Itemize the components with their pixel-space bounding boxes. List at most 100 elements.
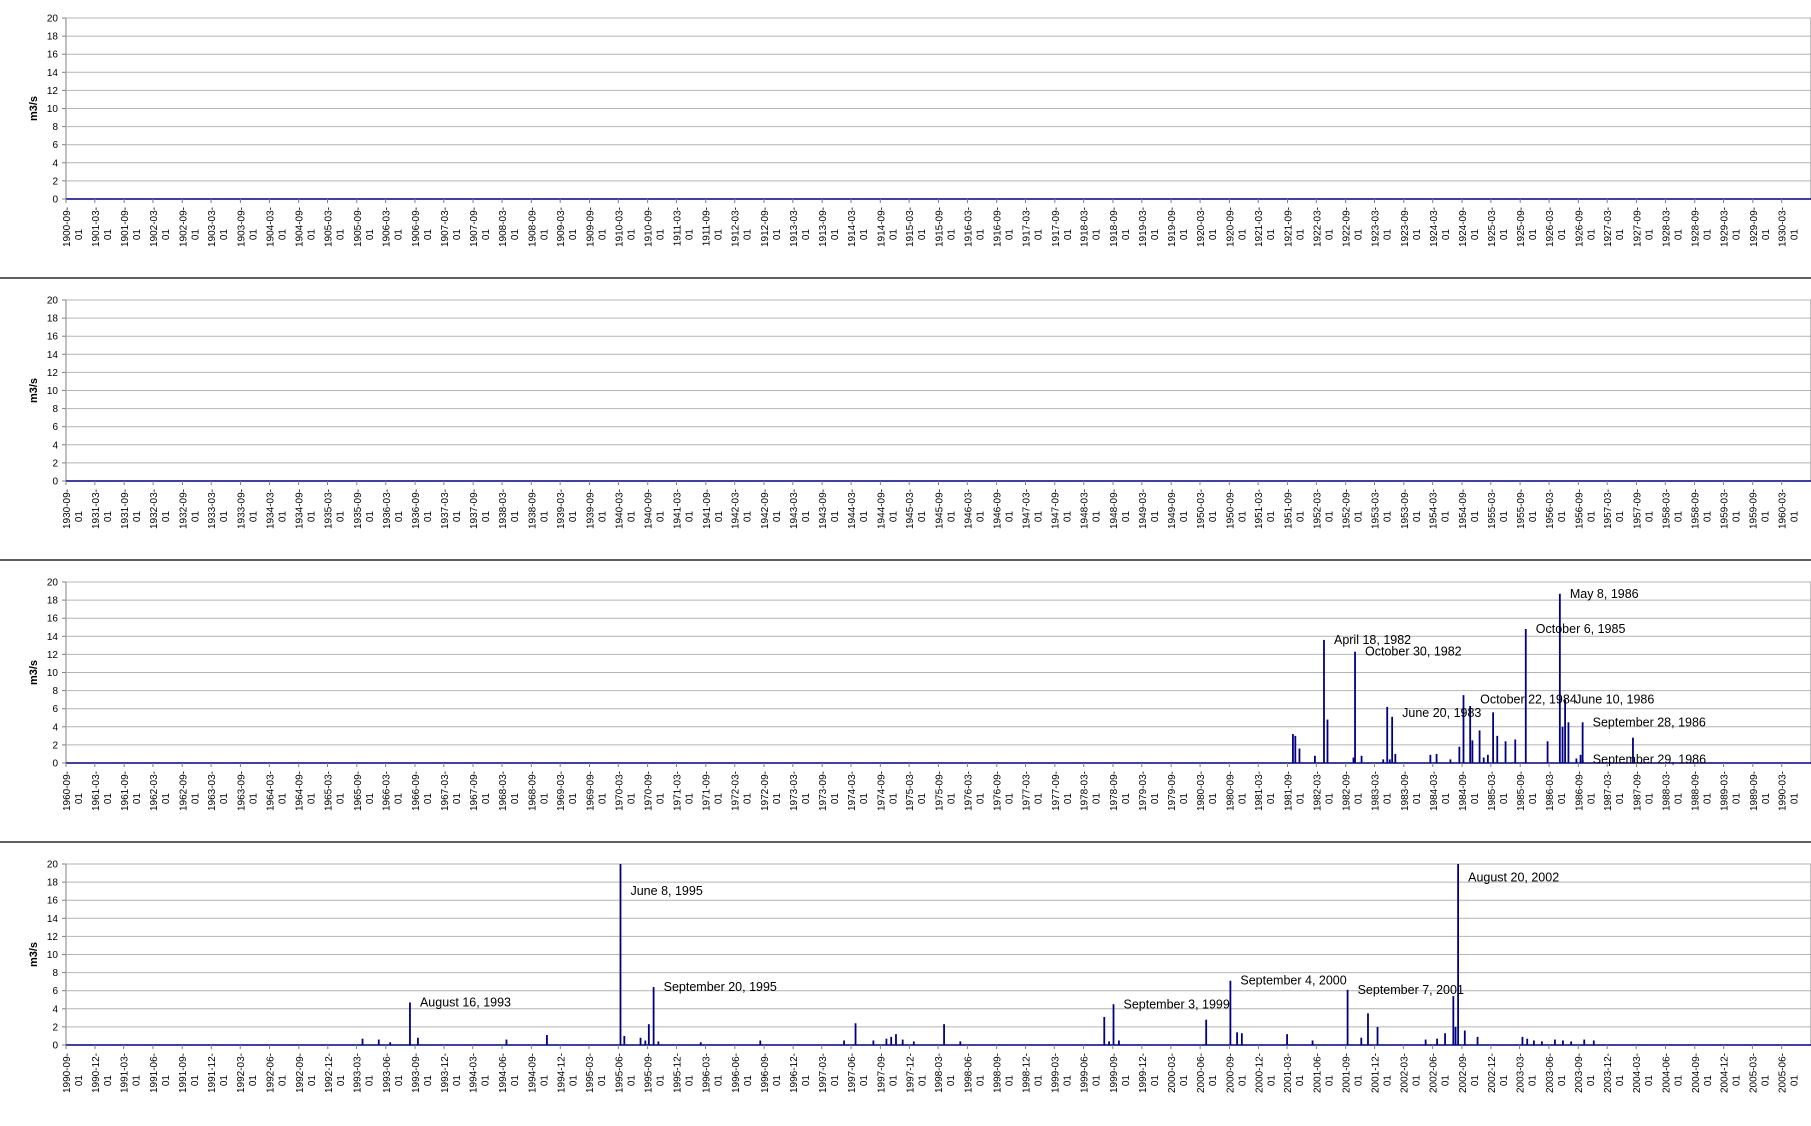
x-tick-label: 1904-03-01 xyxy=(265,207,288,247)
x-tick-label: 1924-03-01 xyxy=(1429,207,1452,247)
y-tick-label: 20 xyxy=(47,296,59,307)
x-tick-label: 1983-09-01 xyxy=(1400,771,1423,811)
y-tick-label: 18 xyxy=(47,878,59,889)
x-tick-label: 1961-03-01 xyxy=(91,771,114,811)
x-tick-label: 1910-03-01 xyxy=(614,207,637,247)
x-tick-label: 1999-06-01 xyxy=(1080,1053,1103,1093)
x-tick-label: 1938-09-01 xyxy=(527,489,550,529)
x-tick-label: 1903-03-01 xyxy=(207,207,230,247)
x-tick-label: 1937-09-01 xyxy=(469,489,492,529)
x-tick-label: 1907-03-01 xyxy=(440,207,463,247)
x-tick-label: 1979-03-01 xyxy=(1138,771,1161,811)
x-tick-label: 1970-09-01 xyxy=(644,771,667,811)
y-axis-label: m3/s xyxy=(28,942,40,967)
x-tick-label: 1930-09-01 xyxy=(62,489,85,529)
peak-annotation: August 16, 1993 xyxy=(420,995,511,1009)
x-tick-label: 1955-09-01 xyxy=(1516,489,1539,529)
x-tick-label: 1991-09-01 xyxy=(178,1053,201,1093)
x-tick-label: 1917-03-01 xyxy=(1022,207,1045,247)
x-tick-label: 1998-12-01 xyxy=(1022,1053,1045,1093)
x-tick-label: 1986-03-01 xyxy=(1545,771,1568,811)
x-tick-label: 1916-03-01 xyxy=(963,207,986,247)
x-tick-label: 1974-03-01 xyxy=(847,771,870,811)
peak-annotation: September 7, 2001 xyxy=(1358,983,1464,997)
y-tick-label: 2 xyxy=(52,740,58,751)
x-tick-label: 1968-09-01 xyxy=(527,771,550,811)
x-tick-label: 1957-09-01 xyxy=(1632,489,1655,529)
y-tick-label: 0 xyxy=(52,477,58,488)
x-tick-label: 1948-09-01 xyxy=(1109,489,1132,529)
peak-annotation: September 28, 1986 xyxy=(1593,715,1706,729)
x-tick-label: 1999-03-01 xyxy=(1050,1053,1073,1093)
chart-panel-2: 0 2 4 6 8 10 12 14 16 18 20 m3/s 1930-09-01 1931-03-0… xyxy=(28,296,1811,529)
x-tick-label: 1937-03-01 xyxy=(440,489,463,529)
y-tick-label: 4 xyxy=(52,440,58,451)
x-tick-label: 1960-03-01 xyxy=(1778,489,1801,529)
x-tick-label: 1984-03-01 xyxy=(1429,771,1452,811)
x-tick-label: 1935-09-01 xyxy=(353,489,376,529)
x-tick-label: 1900-09-01 xyxy=(62,207,85,247)
x-tick-label: 1954-09-01 xyxy=(1458,489,1481,529)
peak-annotation: October 22, 1984 xyxy=(1480,693,1577,707)
x-tick-label: 2001-12-01 xyxy=(1371,1053,1394,1093)
x-tick-label: 1911-03-01 xyxy=(672,207,695,246)
x-tick-label: 1997-12-01 xyxy=(905,1053,928,1093)
x-tick-label: 1994-12-01 xyxy=(556,1053,579,1093)
x-tick-label: 1920-03-01 xyxy=(1196,207,1219,247)
x-tick-label: 1933-09-01 xyxy=(237,489,260,529)
x-tick-label: 1965-09-01 xyxy=(353,771,376,811)
y-tick-label: 16 xyxy=(47,332,59,343)
x-tick-label: 1939-09-01 xyxy=(585,489,608,529)
x-tick-label: 1973-03-01 xyxy=(789,771,812,811)
x-tick-label: 1994-09-01 xyxy=(527,1053,550,1093)
x-tick-label: 1952-09-01 xyxy=(1342,489,1365,529)
x-tick-label: 1983-03-01 xyxy=(1370,771,1393,811)
x-tick-label: 1964-03-01 xyxy=(265,771,288,811)
x-tick-label: 2002-09-01 xyxy=(1458,1053,1481,1093)
x-tick-label: 1989-09-01 xyxy=(1749,771,1772,811)
peak-annotation: June 20, 1983 xyxy=(1402,706,1481,720)
x-tick-label: 1967-03-01 xyxy=(440,771,463,811)
x-tick-label: 1969-03-01 xyxy=(556,771,579,811)
x-tick-label: 2004-06-01 xyxy=(1661,1053,1684,1093)
y-tick-label: 14 xyxy=(47,68,59,79)
x-tick-label: 2004-03-01 xyxy=(1632,1053,1655,1093)
y-tick-label: 10 xyxy=(47,386,59,397)
x-tick-label: 1963-09-01 xyxy=(236,771,259,811)
x-tick-label: 2001-09-01 xyxy=(1342,1053,1365,1093)
x-tick-label: 1995-03-01 xyxy=(585,1053,608,1093)
x-tick-label: 1963-03-01 xyxy=(207,771,230,811)
x-tick-label: 1915-03-01 xyxy=(905,207,928,247)
x-tick-label: 1926-03-01 xyxy=(1545,207,1568,247)
y-tick-label: 0 xyxy=(52,1041,58,1052)
x-tick-label: 1908-03-01 xyxy=(498,207,521,247)
x-tick-label: 1924-09-01 xyxy=(1458,207,1481,247)
y-tick-label: 18 xyxy=(47,314,59,325)
x-tick-label: 1998-09-01 xyxy=(993,1053,1016,1093)
x-tick-label: 1943-03-01 xyxy=(789,489,812,529)
y-tick-label: 20 xyxy=(47,860,59,871)
x-tick-label: 2000-06-01 xyxy=(1196,1053,1219,1093)
x-tick-label: 1990-09-01 xyxy=(62,1053,85,1093)
y-tick-label: 16 xyxy=(47,614,59,625)
x-tick-label: 1968-03-01 xyxy=(498,771,521,811)
x-tick-label: 1948-03-01 xyxy=(1080,489,1103,529)
x-tick-label: 2000-12-01 xyxy=(1254,1053,1277,1093)
x-tick-label: 1923-09-01 xyxy=(1400,207,1423,247)
x-tick-label: 1949-03-01 xyxy=(1138,489,1161,529)
x-tick-label: 1947-09-01 xyxy=(1051,489,1074,529)
y-tick-label: 6 xyxy=(52,704,58,715)
x-tick-label: 1975-09-01 xyxy=(934,771,957,811)
x-tick-label: 1901-09-01 xyxy=(120,207,143,247)
x-tick-label: 2004-12-01 xyxy=(1720,1053,1743,1093)
x-tick-label: 1976-09-01 xyxy=(993,771,1016,811)
x-tick-label: 1993-03-01 xyxy=(352,1053,375,1093)
y-tick-label: 14 xyxy=(47,632,59,643)
x-tick-label: 1962-09-01 xyxy=(178,771,201,811)
x-tick-label: 1976-03-01 xyxy=(963,771,986,811)
x-tick-label: 1961-09-01 xyxy=(120,771,143,811)
peak-annotation: September 20, 1995 xyxy=(664,980,777,994)
x-tick-label: 1955-03-01 xyxy=(1487,489,1510,529)
x-tick-label: 1956-03-01 xyxy=(1545,489,1568,529)
x-tick-label: 1988-09-01 xyxy=(1691,771,1714,811)
